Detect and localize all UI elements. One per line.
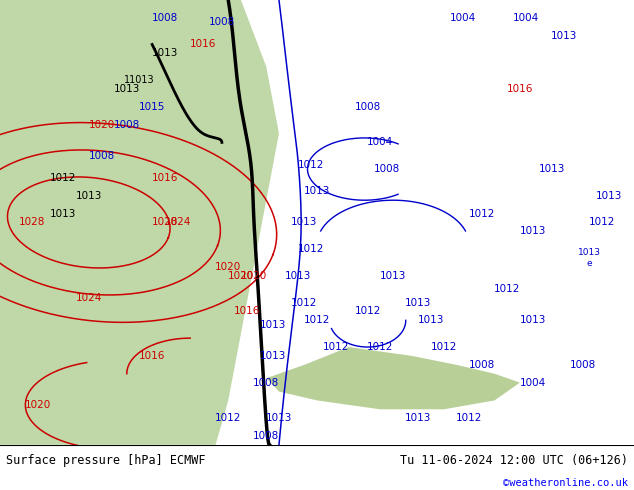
Text: 1008: 1008 [469,360,495,370]
Text: 1008: 1008 [88,151,115,161]
Text: 1024: 1024 [164,218,191,227]
Text: 1012: 1012 [494,284,521,294]
Polygon shape [0,0,279,445]
Text: 1013: 1013 [304,186,330,196]
Text: 1013: 1013 [113,84,140,94]
Text: Surface pressure [hPa] ECMWF: Surface pressure [hPa] ECMWF [6,454,206,467]
Text: 1013: 1013 [380,271,406,281]
Text: 11013: 11013 [124,75,155,85]
Text: 1013: 1013 [519,316,546,325]
Text: 1004: 1004 [367,137,394,147]
Text: 1024: 1024 [75,293,102,303]
Text: 1013: 1013 [266,413,292,423]
Text: 1013: 1013 [152,49,178,58]
Text: 1013: 1013 [50,209,77,219]
Text: 1013: 1013 [418,316,444,325]
Text: 1008: 1008 [253,431,280,441]
Text: 1012: 1012 [304,316,330,325]
Text: ©weatheronline.co.uk: ©weatheronline.co.uk [503,478,628,488]
Text: 1016: 1016 [190,40,216,49]
Text: 1020: 1020 [240,271,267,281]
Text: 1008: 1008 [152,13,178,23]
Text: 1020: 1020 [25,400,51,410]
Text: 1013: 1013 [291,218,318,227]
Text: 1004: 1004 [519,378,546,388]
Text: 1013: 1013 [405,297,432,308]
Text: 1012: 1012 [291,297,318,308]
Text: 1013
e: 1013 e [578,248,601,268]
Text: 1008: 1008 [253,378,280,388]
Text: 1008: 1008 [373,164,400,174]
Text: 1012: 1012 [456,413,482,423]
Text: 1012: 1012 [323,342,349,352]
Text: 1015: 1015 [139,102,165,112]
Text: 1012: 1012 [589,218,616,227]
Text: 1028: 1028 [152,218,178,227]
Text: 1013: 1013 [551,30,578,41]
Text: 1020: 1020 [88,120,115,129]
Text: 1004: 1004 [513,13,540,23]
Text: 1013: 1013 [538,164,565,174]
Text: 1012: 1012 [430,342,457,352]
Text: 1013: 1013 [75,191,102,201]
Text: 1008: 1008 [113,120,140,129]
Text: 1012: 1012 [367,342,394,352]
Text: 1012: 1012 [50,173,77,183]
Polygon shape [266,347,520,409]
Text: Tu 11-06-2024 12:00 UTC (06+126): Tu 11-06-2024 12:00 UTC (06+126) [399,454,628,467]
Text: 1016: 1016 [139,351,165,361]
Text: 1028: 1028 [18,218,45,227]
Text: 1020: 1020 [215,262,242,272]
Text: 1016: 1016 [507,84,533,94]
Text: 1016: 1016 [234,306,261,317]
Text: 1013: 1013 [285,271,311,281]
Text: 1012: 1012 [297,244,324,254]
Text: 1013: 1013 [259,320,286,330]
Text: 1013: 1013 [259,351,286,361]
Text: 1013: 1013 [595,191,622,201]
Text: 1008: 1008 [354,102,381,112]
Text: 1020: 1020 [228,271,254,281]
Text: 1008: 1008 [570,360,597,370]
Text: 1012: 1012 [354,306,381,317]
Text: 1012: 1012 [469,209,495,219]
Text: 1004: 1004 [450,13,476,23]
Text: 1013: 1013 [519,226,546,236]
Text: 1012: 1012 [297,160,324,170]
Text: 1008: 1008 [209,17,235,27]
Text: 1012: 1012 [215,413,242,423]
Text: 1013: 1013 [405,413,432,423]
Text: 1016: 1016 [152,173,178,183]
